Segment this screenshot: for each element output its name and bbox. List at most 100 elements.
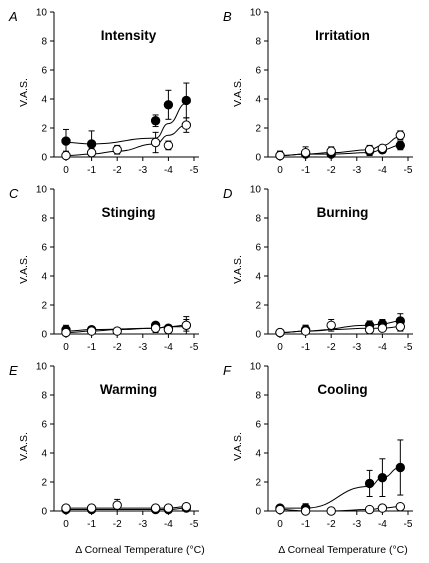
data-point — [377, 143, 388, 154]
y-tick-label: 10 — [36, 8, 48, 19]
data-point — [61, 136, 71, 146]
x-tick-label: -4 — [378, 519, 387, 530]
y-tick-label: 8 — [41, 391, 47, 402]
x-tick-label: -4 — [378, 165, 387, 176]
data-point — [163, 100, 174, 110]
data-point — [181, 95, 192, 106]
panel-letter: F — [223, 363, 232, 378]
data-point — [112, 145, 122, 155]
x-tick-label: 0 — [63, 342, 69, 353]
y-axis-title: V.A.S. — [232, 78, 244, 107]
data-point — [326, 320, 336, 330]
y-tick-label: 0 — [41, 153, 47, 164]
data-point — [364, 478, 375, 489]
panel-letter: C — [9, 186, 19, 201]
data-point — [275, 327, 285, 338]
panel-letter: D — [223, 186, 232, 201]
data-point — [112, 326, 122, 336]
y-tick-label: 10 — [36, 362, 48, 373]
data-point — [395, 501, 406, 512]
x-tick-label: -2 — [113, 519, 122, 530]
x-axis-title-left: Δ Corneal Temperature (°C) — [75, 544, 205, 556]
data-point — [326, 146, 336, 156]
x-tick-label: -1 — [87, 342, 96, 353]
data-point — [61, 150, 71, 161]
y-tick-label: 2 — [41, 124, 47, 135]
data-point — [150, 503, 161, 513]
x-tick-label: 0 — [63, 519, 69, 530]
data-point — [275, 150, 285, 161]
panel-title: Intensity — [101, 28, 157, 43]
data-point — [86, 326, 97, 336]
panel-d: 0 2 4 6 8 10 0 -1 -2 -3 -4 -5 D Burning V.A.S. — [223, 185, 413, 353]
data-point — [364, 324, 375, 335]
data-point — [150, 116, 161, 126]
y-axis-title: V.A.S. — [18, 78, 30, 107]
data-point — [61, 327, 71, 338]
panel-title: Irritation — [315, 28, 370, 43]
y-tick-label: 6 — [255, 243, 261, 254]
y-tick-label: 0 — [255, 507, 261, 518]
y-axis-title: V.A.S. — [232, 432, 244, 461]
data-point — [181, 120, 192, 130]
panel-c: 0 2 4 6 8 10 0 -1 -2 -3 -4 -5 C Stinging V.A.S. — [9, 185, 199, 353]
y-axis-title: V.A.S. — [232, 255, 244, 284]
y-tick-label: 0 — [41, 507, 47, 518]
data-point — [300, 147, 311, 158]
x-tick-label: -5 — [404, 342, 413, 353]
panel-title: Burning — [317, 205, 369, 220]
y-tick-label: 4 — [255, 95, 261, 106]
y-tick-label: 4 — [41, 449, 47, 460]
series-open — [61, 316, 192, 338]
y-tick-label: 6 — [255, 66, 261, 77]
data-point — [300, 506, 311, 516]
data-point — [163, 324, 174, 335]
series-open — [275, 130, 406, 161]
data-point — [86, 147, 97, 158]
series-open — [61, 117, 192, 161]
x-tick-label: -5 — [404, 519, 413, 530]
x-tick-label: 0 — [277, 519, 283, 530]
y-tick-label: 6 — [41, 420, 47, 431]
y-tick-label: 6 — [41, 66, 47, 77]
panel-title: Stinging — [102, 205, 156, 220]
x-tick-label: -5 — [404, 165, 413, 176]
data-point — [181, 320, 192, 330]
x-tick-label: -1 — [301, 342, 310, 353]
series-open — [275, 319, 406, 338]
data-point — [86, 139, 97, 149]
x-tick-label: -4 — [164, 519, 173, 530]
y-tick-label: 8 — [255, 214, 261, 225]
x-tick-label: 0 — [277, 165, 283, 176]
panels: 0 2 4 6 8 10 0 -1 -2 -3 -4 -5 A Intensity V.A.S. 0 2 4 6 8 1… — [8, 8, 413, 530]
y-tick-label: 2 — [41, 478, 47, 489]
panel-letter: E — [9, 363, 18, 378]
y-tick-label: 0 — [255, 330, 261, 341]
data-point — [395, 140, 406, 151]
y-tick-label: 4 — [255, 449, 261, 460]
x-tick-label: -3 — [352, 165, 361, 176]
x-tick-label: -4 — [378, 342, 387, 353]
data-point — [150, 137, 161, 148]
panel-letter: A — [8, 9, 18, 24]
x-tick-label: -3 — [138, 519, 147, 530]
data-point — [112, 500, 122, 510]
x-tick-label: -2 — [327, 519, 336, 530]
x-tick-label: -1 — [87, 519, 96, 530]
panel-a: 0 2 4 6 8 10 0 -1 -2 -3 -4 -5 A Intensity V.A.S. — [8, 8, 199, 176]
panel-b: 0 2 4 6 8 10 0 -1 -2 -3 -4 -5 B Irritation V.A.S. — [223, 8, 413, 176]
y-tick-label: 4 — [41, 272, 47, 283]
data-point — [86, 503, 97, 513]
x-tick-label: -4 — [164, 342, 173, 353]
y-tick-label: 2 — [255, 124, 261, 135]
y-tick-label: 8 — [41, 214, 47, 225]
data-point — [395, 462, 406, 473]
y-tick-label: 2 — [255, 478, 261, 489]
y-tick-label: 0 — [41, 330, 47, 341]
x-tick-label: 0 — [277, 342, 283, 353]
y-tick-label: 4 — [255, 272, 261, 283]
data-point — [163, 503, 174, 513]
x-tick-label: -5 — [190, 165, 199, 176]
x-axis-title-right: Δ Corneal Temperature (°C) — [278, 544, 408, 556]
data-point — [377, 323, 388, 333]
